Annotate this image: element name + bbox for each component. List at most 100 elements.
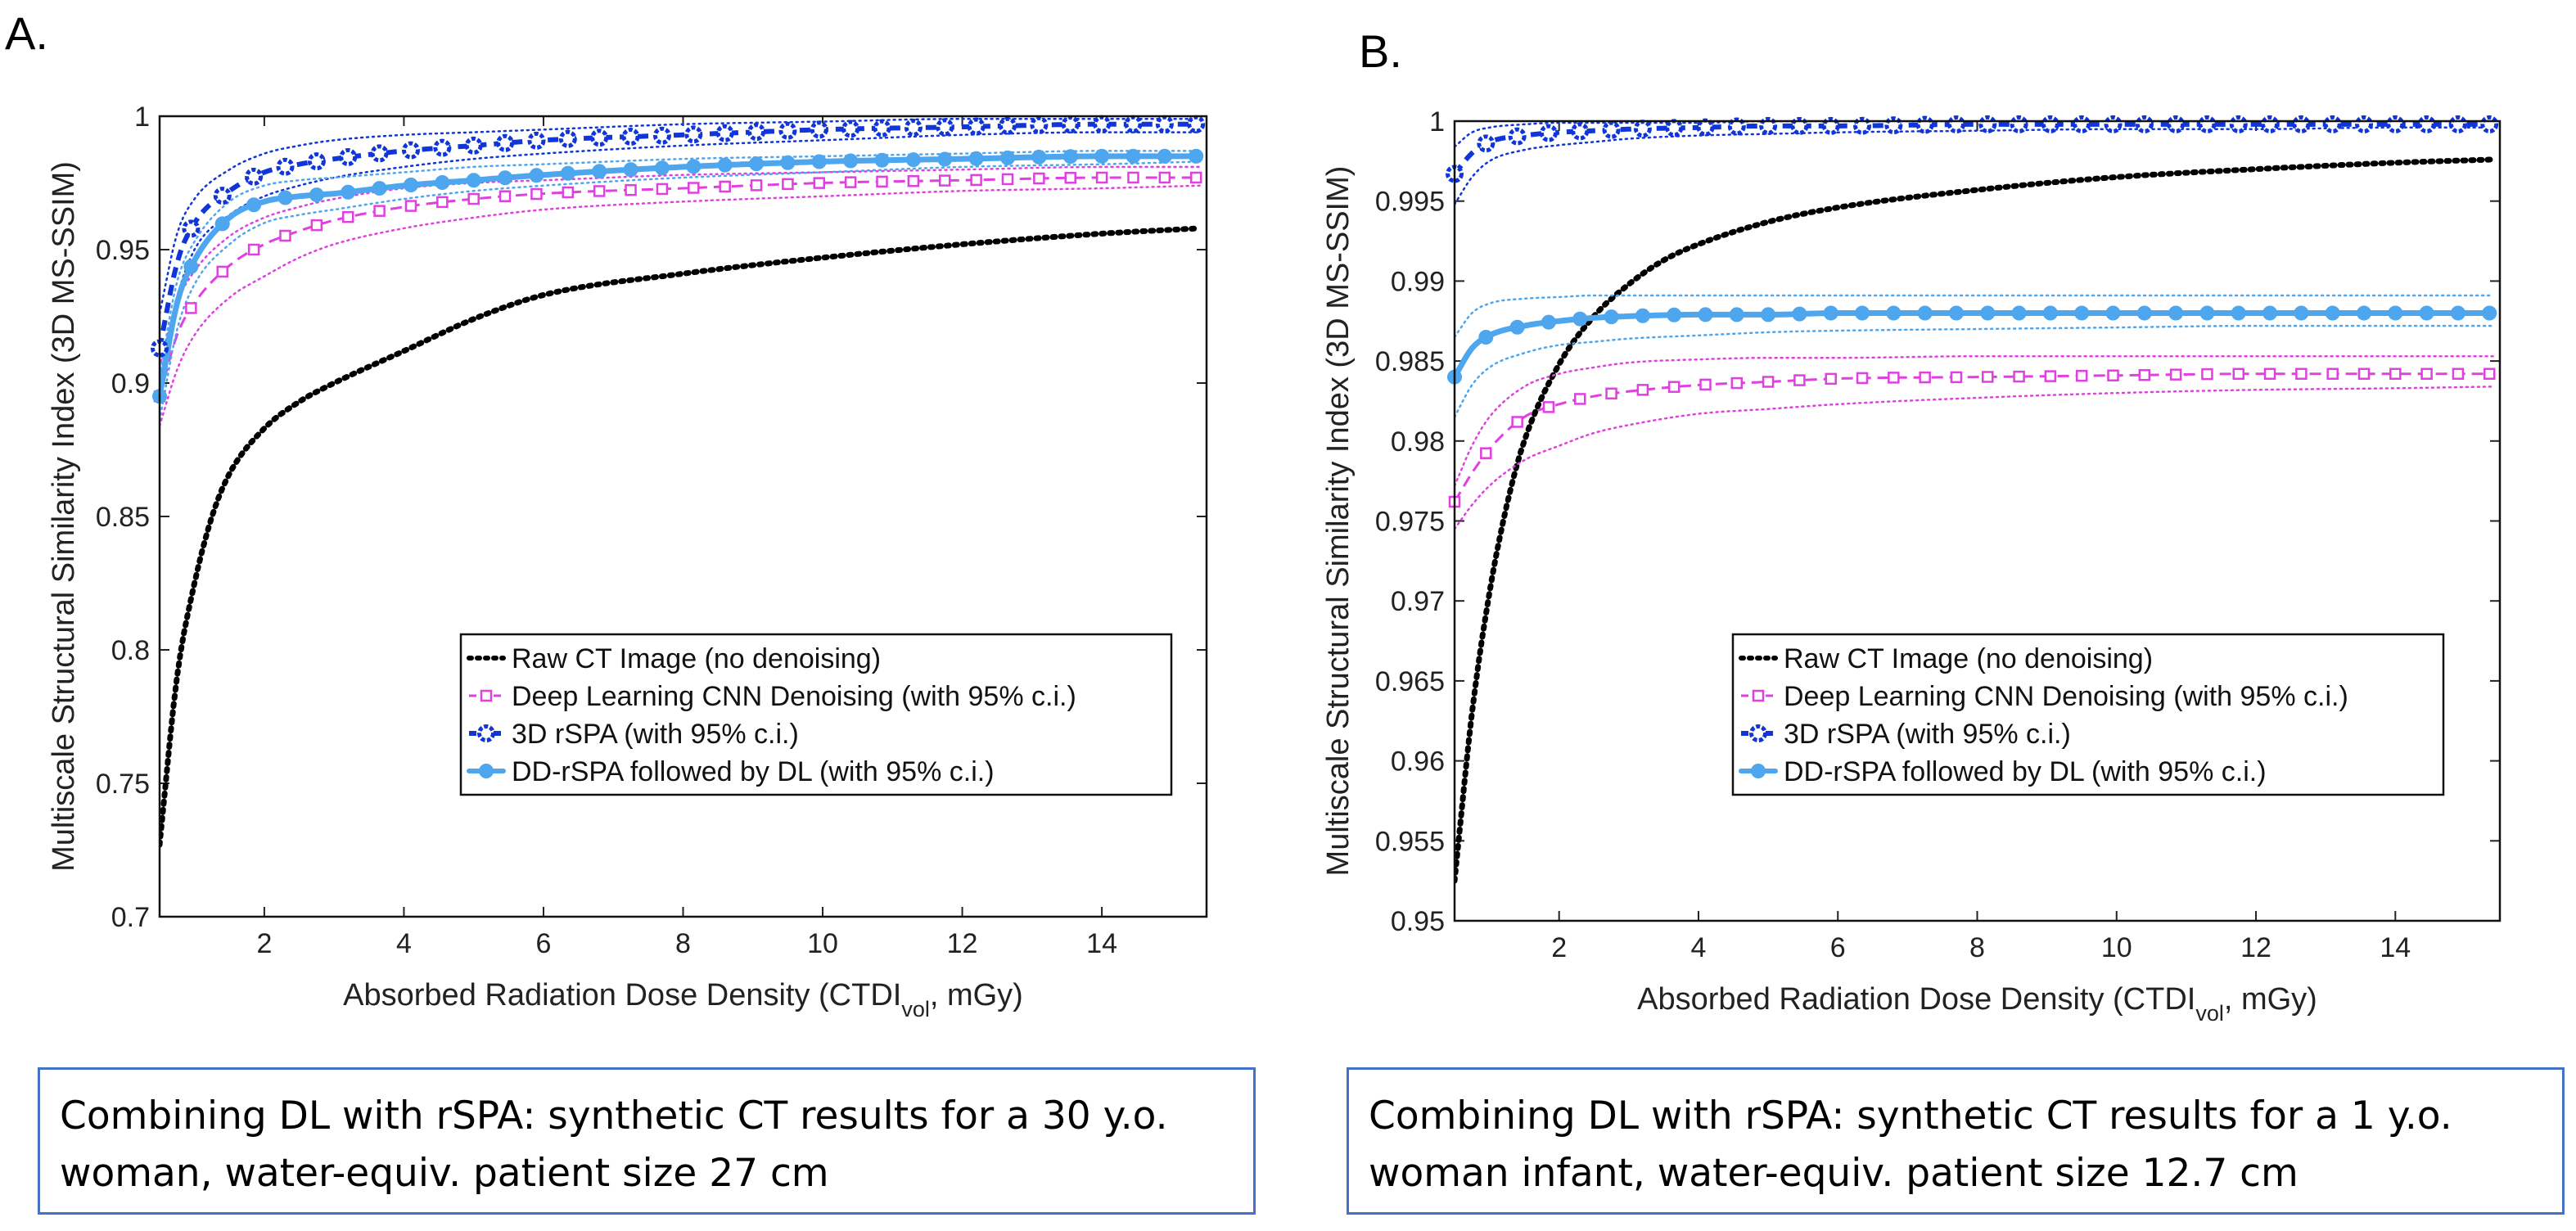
legend-label-dl: Deep Learning CNN Denoising (with 95% c.… <box>512 681 1076 712</box>
marker-rspa <box>1633 119 1652 138</box>
marker-dl <box>2138 368 2151 381</box>
caption-a-line2: woman, water-equiv. patient size 27 cm <box>60 1151 829 1196</box>
marker-rspa <box>370 144 389 163</box>
marker-dl <box>404 200 417 212</box>
y-tick-label: 0.95 <box>96 235 150 266</box>
marker-dd <box>1855 305 1870 321</box>
marker-rspa <box>339 147 358 166</box>
marker-dl <box>467 192 480 205</box>
y-tick-label: 0.85 <box>96 502 150 533</box>
marker-dl <box>719 180 731 193</box>
series-line-rspa <box>160 121 1200 349</box>
marker-rspa <box>1947 115 1965 134</box>
marker-rspa <box>1821 116 1840 135</box>
marker-dl <box>1793 374 1806 386</box>
marker-dd <box>2262 305 2278 321</box>
marker-dl <box>562 186 575 199</box>
y-axis-label: Multiscale Structural Similarity Index (… <box>47 161 81 872</box>
marker-rspa <box>1915 115 1934 134</box>
marker-rspa <box>2386 115 2405 133</box>
marker-dd <box>2388 305 2403 321</box>
marker-rspa <box>1187 115 1206 133</box>
marker-dl <box>688 182 700 194</box>
panel-a-letter: A. <box>5 7 48 59</box>
marker-dl <box>625 183 637 196</box>
ci-upper-rspa <box>1455 121 2494 148</box>
marker-rspa <box>904 119 923 138</box>
x-axis-label: Absorbed Radiation Dose Density (CTDIvol… <box>1637 982 2317 1026</box>
x-tick-label: 14 <box>2380 932 2411 963</box>
marker-dl <box>1667 381 1680 393</box>
marker-dd <box>811 154 827 169</box>
marker-rspa <box>1696 118 1715 137</box>
marker-dl <box>1064 172 1076 184</box>
marker-dd <box>1635 308 1650 323</box>
legend-label-rspa: 3D rSPA (with 95% c.i.) <box>512 719 799 750</box>
marker-rspa <box>2417 115 2436 133</box>
marker-rspa <box>684 125 703 144</box>
panel-b-letter: B. <box>1359 25 1402 77</box>
y-tick-label: 0.955 <box>1375 826 1445 857</box>
marker-dl <box>1699 378 1712 391</box>
legend-marker-dd <box>479 764 494 778</box>
x-tick-label: 6 <box>536 928 552 959</box>
legend-label-dd: DD-rSPA followed by DL (with 95% c.i.) <box>1784 756 2267 787</box>
marker-dd <box>2199 305 2215 321</box>
marker-dl <box>1888 372 1900 384</box>
series-line-raw <box>160 225 1202 848</box>
marker-dl <box>1825 372 1837 386</box>
marker-rspa <box>182 219 201 238</box>
marker-dl <box>2107 369 2119 381</box>
marker-dd <box>1792 306 1807 322</box>
marker-rspa <box>2229 115 2248 133</box>
marker-dl <box>1158 171 1171 184</box>
marker-dl <box>970 174 982 187</box>
marker-dl <box>813 177 826 189</box>
marker-rspa <box>1508 127 1527 146</box>
x-tick-label: 2 <box>1551 932 1567 963</box>
marker-dd <box>717 157 733 173</box>
marker-dl <box>2075 369 2088 382</box>
marker-rspa <box>1727 117 1746 136</box>
marker-rspa <box>1539 124 1558 142</box>
marker-rspa <box>715 124 734 142</box>
marker-dl <box>2452 367 2465 380</box>
marker-dd <box>592 164 607 179</box>
marker-rspa <box>778 121 797 140</box>
marker-dd <box>466 173 481 188</box>
marker-dd <box>1698 307 1713 322</box>
legend-label-rspa: 3D rSPA (with 95% c.i.) <box>1784 719 2071 750</box>
ci-upper-dl <box>160 165 1201 368</box>
marker-dl <box>876 175 888 188</box>
marker-rspa <box>1602 120 1621 139</box>
marker-dd <box>2231 305 2246 321</box>
marker-dl <box>373 205 386 217</box>
series-line-dd <box>1455 310 2496 381</box>
marker-dd <box>968 151 984 166</box>
y-tick-label: 0.97 <box>1391 586 1445 617</box>
x-tick-label: 10 <box>807 928 838 959</box>
marker-dd <box>1917 305 1933 321</box>
marker-rspa <box>2167 115 2186 133</box>
marker-dd <box>529 168 544 183</box>
marker-dd <box>2011 305 2027 321</box>
figure-canvas: 2 4 6 8 10 12 140.70.750.80.850.90.951Absorbed… <box>47 101 2502 1026</box>
ci-upper-rspa <box>160 118 1201 315</box>
x-tick-label: 4 <box>1691 932 1707 963</box>
marker-dd <box>1541 314 1556 330</box>
marker-dd <box>1126 148 1141 164</box>
marker-rspa <box>401 141 420 160</box>
marker-rspa <box>2135 115 2154 133</box>
legend-label-dd: DD-rSPA followed by DL (with 95% c.i.) <box>512 756 995 787</box>
marker-dl <box>1730 377 1744 390</box>
marker-dl <box>844 176 857 188</box>
marker-dl <box>2357 367 2371 380</box>
y-tick-label: 0.99 <box>1391 266 1445 297</box>
marker-rspa <box>2041 115 2059 133</box>
marker-dd <box>435 174 450 190</box>
marker-dl <box>1033 172 1045 185</box>
ci-lower-dd <box>1455 324 2494 418</box>
marker-dd <box>183 259 199 274</box>
marker-rspa <box>2198 115 2217 133</box>
marker-dl <box>341 210 354 223</box>
